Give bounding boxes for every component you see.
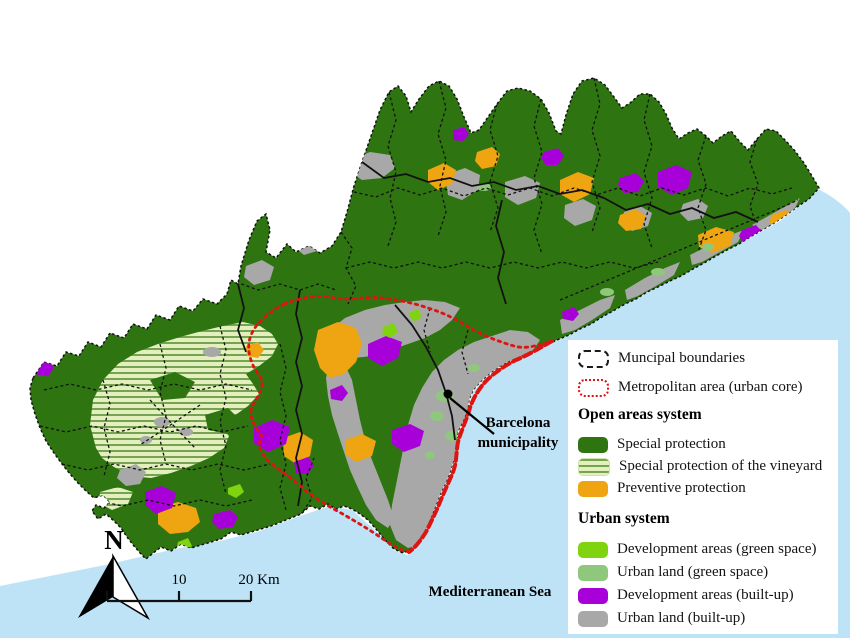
- barcelona-leader-line: [449, 397, 495, 435]
- north-label: N: [104, 525, 124, 555]
- legend-item-vineyard-protection: Special protection of the vineyard: [578, 456, 822, 477]
- legend-section-open-areas: Open areas system: [578, 406, 702, 423]
- sea-label: Mediterranean Sea: [428, 584, 552, 600]
- municipal-boundaries: [39, 78, 799, 517]
- preventive-protection-swatch-icon: [578, 480, 608, 497]
- urban-built-up-swatch-icon: [578, 610, 608, 627]
- scale-tick-10: 10: [171, 572, 187, 588]
- legend-item-urban-land-built-up: Urban land (built-up): [578, 608, 745, 629]
- urban-green-swatch-icon: [578, 564, 608, 581]
- legend-label: Preventive protection: [617, 480, 746, 496]
- legend-label: Metropolitan area (urban core): [618, 379, 803, 395]
- main-boundary-lines: [237, 161, 759, 507]
- legend: Muncipal boundaries Metropolitan area (u…: [568, 340, 838, 634]
- barcelona-label-line1: Barcelona: [485, 415, 551, 431]
- scale-tick-0: 0: [103, 572, 111, 588]
- legend-label: Muncipal boundaries: [618, 350, 746, 366]
- legend-label: Development areas (green space): [617, 541, 817, 557]
- special-protection-swatch-icon: [578, 436, 608, 453]
- legend-item-metropolitan-area: Metropolitan area (urban core): [578, 377, 803, 398]
- legend-label: Special protection of the vineyard: [619, 458, 823, 474]
- barcelona-municipality-label: Barcelona municipality: [452, 413, 584, 453]
- legend-item-development-green-space: Development areas (green space): [578, 539, 816, 560]
- scale-bar: [105, 591, 253, 603]
- vineyard-protection-swatch-icon: [578, 457, 610, 476]
- urban-green-space-patches: [425, 183, 714, 459]
- barcelona-marker-dot: [443, 389, 453, 399]
- development-built-up-patches: [37, 127, 763, 529]
- north-arrow: [78, 553, 151, 621]
- scale-tick-20km: 20 Km: [238, 572, 280, 588]
- metropolitan-boundary-swatch-icon: [578, 378, 609, 397]
- legend-item-special-protection: Special protection: [578, 434, 726, 455]
- legend-item-urban-land-green-space: Urban land (green space): [578, 562, 768, 583]
- legend-item-municipal-boundaries: Muncipal boundaries: [578, 348, 745, 369]
- legend-item-development-built-up: Development areas (built-up): [578, 585, 794, 606]
- legend-label: Special protection: [617, 436, 726, 452]
- metropolitan-coastline: [407, 339, 554, 554]
- metropolitan-boundary: [247, 295, 554, 554]
- barcelona-label-line2: municipality: [477, 435, 559, 451]
- municipal-boundary-swatch-icon: [578, 349, 609, 368]
- legend-label: Urban land (green space): [617, 564, 769, 580]
- development-green-swatch-icon: [578, 541, 608, 558]
- legend-label: Development areas (built-up): [617, 587, 794, 603]
- legend-label: Urban land (built-up): [617, 610, 746, 626]
- legend-section-urban-system: Urban system: [578, 510, 670, 527]
- legend-item-preventive-protection: Preventive protection: [578, 478, 746, 499]
- development-built-up-swatch-icon: [578, 587, 608, 604]
